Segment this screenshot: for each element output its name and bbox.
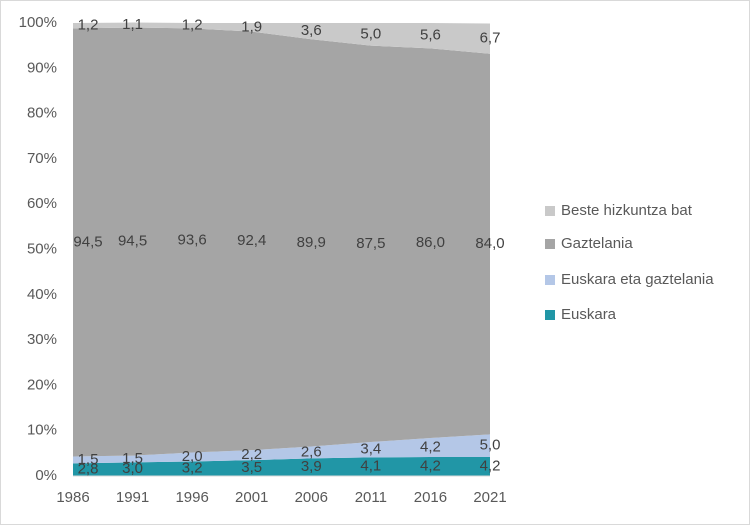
area xyxy=(73,434,490,464)
value-label: 3,9 xyxy=(301,458,322,475)
value-label: 4,1 xyxy=(360,458,381,475)
x-tick-label: 2001 xyxy=(235,489,268,506)
value-label: 94,5 xyxy=(73,233,102,250)
x-tick-label: 1996 xyxy=(175,489,208,506)
y-tick-label: 90% xyxy=(27,59,57,76)
x-tick-label: 2021 xyxy=(473,489,506,506)
y-tick-label: 10% xyxy=(27,422,57,439)
value-label: 1,2 xyxy=(182,17,203,34)
y-tick-label: 80% xyxy=(27,105,57,122)
legend-swatch xyxy=(545,310,555,320)
value-label: 2,2 xyxy=(241,446,262,463)
x-tick-label: 1986 xyxy=(56,489,89,506)
x-tick-label: 2006 xyxy=(295,489,328,506)
y-tick-label: 30% xyxy=(27,331,57,348)
legend-swatch xyxy=(545,239,555,249)
value-label: 1,1 xyxy=(122,16,143,33)
value-label: 84,0 xyxy=(475,235,504,252)
value-label: 5,0 xyxy=(360,25,381,42)
value-label: 2,0 xyxy=(182,448,203,465)
legend-swatch xyxy=(545,275,555,285)
value-label: 5,6 xyxy=(420,27,441,44)
x-tick-label: 1991 xyxy=(116,489,149,506)
y-tick-label: 70% xyxy=(27,150,57,167)
area xyxy=(73,22,490,54)
y-tick-label: 20% xyxy=(27,376,57,393)
value-label: 4,2 xyxy=(420,457,441,474)
value-label: 1,9 xyxy=(241,18,262,35)
legend-label: Gaztelania xyxy=(561,235,633,252)
legend-swatch xyxy=(545,206,555,216)
value-label: 86,0 xyxy=(416,234,445,251)
legend-label: Euskara eta gaztelania xyxy=(561,271,714,288)
value-label: 94,5 xyxy=(118,233,147,250)
value-label: 3,6 xyxy=(301,22,322,39)
value-label: 4,2 xyxy=(480,457,501,474)
x-tick-label: 2011 xyxy=(355,489,387,506)
y-tick-label: 50% xyxy=(27,240,57,257)
value-label: 3,4 xyxy=(360,441,381,458)
area xyxy=(73,27,490,457)
legend-label: Beste hizkuntza bat xyxy=(561,202,693,219)
y-tick-label: 60% xyxy=(27,195,57,212)
value-label: 93,6 xyxy=(178,231,207,248)
value-label: 2,8 xyxy=(78,461,99,478)
y-tick-label: 0% xyxy=(35,467,57,484)
y-tick-label: 40% xyxy=(27,286,57,303)
value-label: 1,5 xyxy=(122,450,143,467)
value-label: 3,2 xyxy=(182,460,203,477)
area xyxy=(73,456,490,476)
value-label: 1,2 xyxy=(78,17,99,34)
value-label: 89,9 xyxy=(297,234,326,251)
value-label: 5,0 xyxy=(480,437,501,454)
value-label: 2,6 xyxy=(301,443,322,460)
value-label: 1,5 xyxy=(78,451,99,468)
y-tick-label: 100% xyxy=(19,14,57,31)
value-label: 3,5 xyxy=(241,459,262,476)
value-label: 6,7 xyxy=(480,30,501,47)
x-tick-label: 2016 xyxy=(414,489,447,506)
value-label: 4,2 xyxy=(420,438,441,455)
value-label: 3,0 xyxy=(122,460,143,477)
value-label: 92,4 xyxy=(237,232,266,249)
legend-label: Euskara xyxy=(561,306,617,323)
value-label: 87,5 xyxy=(356,235,385,252)
